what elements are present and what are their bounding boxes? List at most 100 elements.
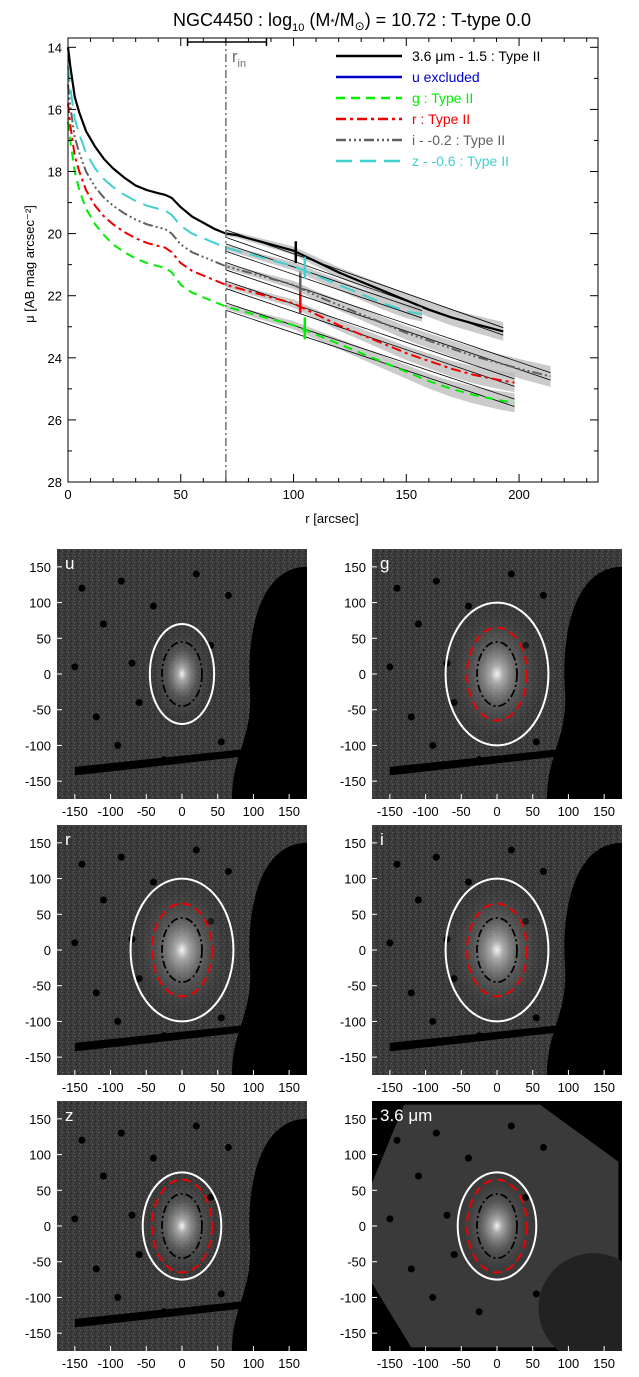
masked-galaxy <box>547 842 622 1075</box>
panel-y-tick-label: 150 <box>344 1112 366 1127</box>
panel-x-tick-label: 100 <box>243 804 265 819</box>
image-panel: 3.6 μm -150 -100 -50 0 50 100 150 150 100 50 0 -50 -1… <box>340 1101 622 1371</box>
galaxy-light <box>443 875 551 1025</box>
masked-star <box>224 1143 232 1151</box>
panel-x-tick-label: 100 <box>558 1356 580 1371</box>
masked-star <box>464 602 472 610</box>
masked-galaxy <box>547 566 622 799</box>
break-ellipse <box>466 902 528 998</box>
masked-galaxy <box>232 1118 307 1351</box>
masked-star <box>128 1211 136 1219</box>
masked-star <box>117 1129 125 1137</box>
outer-ellipse <box>456 1171 538 1281</box>
masked-stripe <box>389 749 562 776</box>
masked-star <box>532 738 540 746</box>
panel-y-tick-label: -100 <box>25 1290 51 1305</box>
masked-star <box>450 1251 458 1259</box>
masked-star <box>386 663 394 671</box>
x-tick-label: 150 <box>395 487 417 502</box>
panel-x-tick-label: -100 <box>98 804 124 819</box>
masked-star <box>92 989 100 997</box>
panel-x-tick-label: 50 <box>525 1080 539 1095</box>
panel-x-tick-label: 50 <box>210 1080 224 1095</box>
panel-y-tick-label: 100 <box>29 1148 51 1163</box>
masked-star <box>475 1308 483 1316</box>
masked-stripe <box>74 749 247 776</box>
panel-x-tick-label: 0 <box>178 804 185 819</box>
outer-ellipse <box>141 1171 223 1281</box>
panel-label: i <box>380 830 384 849</box>
legend: 3.6 μm - 1.5 : Type II u excluded g : Type… <box>336 48 540 169</box>
panel-y-tick-label: 150 <box>344 836 366 851</box>
series-group <box>67 84 551 387</box>
masked-galaxy <box>232 842 307 1075</box>
masked-star <box>78 1136 86 1144</box>
masked-star <box>464 1154 472 1162</box>
masked-star <box>429 1017 437 1025</box>
panel-y-tick-label: 50 <box>37 907 51 922</box>
y-tick-label: 16 <box>48 102 62 117</box>
panel-y-tick-label: 50 <box>37 1183 51 1198</box>
panel-x-tick-label: 50 <box>525 804 539 819</box>
series-line <box>67 121 515 404</box>
panel-x-tick-label: -100 <box>413 1080 439 1095</box>
fit-line <box>225 309 515 407</box>
masked-star <box>160 1032 168 1040</box>
galaxy-light <box>443 599 551 749</box>
galaxy-light <box>148 621 216 727</box>
inner-ellipse <box>476 1192 518 1260</box>
galaxy-light <box>128 875 236 1025</box>
masked-star <box>414 620 422 628</box>
x-tick-label: 0 <box>64 487 71 502</box>
masked-star <box>78 860 86 868</box>
panel-y-tick-label: 100 <box>344 596 366 611</box>
series-line <box>66 47 504 333</box>
galaxy-light <box>455 1169 539 1283</box>
y-axis-label: μ [AB mag arcsec⁻²] <box>22 205 37 323</box>
masked-star <box>414 896 422 904</box>
y-tick-label: 28 <box>48 475 62 490</box>
panel-x-tick-label: 0 <box>178 1080 185 1095</box>
masked-star <box>114 1017 122 1025</box>
panel-x-tick-label: 100 <box>243 1356 265 1371</box>
series-group <box>67 65 423 322</box>
image-panel: z -150 -100 -50 0 50 100 150 150 100 50 0 -50 -100 -15… <box>25 1101 307 1371</box>
masked-star <box>539 867 547 875</box>
panel-x-tick-label: 100 <box>558 804 580 819</box>
masked-star <box>464 878 472 886</box>
panel-x-tick-label: -150 <box>62 1356 88 1371</box>
outer-ellipse <box>129 877 235 1023</box>
masked-star <box>432 577 440 585</box>
masked-star <box>429 741 437 749</box>
panel-x-tick-label: -100 <box>98 1080 124 1095</box>
panel-x-tick-label: -150 <box>377 1356 403 1371</box>
masked-star <box>393 584 401 592</box>
masked-star <box>92 713 100 721</box>
inner-ellipse <box>476 916 518 984</box>
panel-y-tick-label: -100 <box>340 1290 366 1305</box>
masked-star <box>114 1293 122 1301</box>
masked-star <box>532 1014 540 1022</box>
legend-label: u excluded <box>412 69 480 85</box>
panel-x-tick-label: 150 <box>278 1356 300 1371</box>
panel-y-tick-label: 0 <box>359 943 366 958</box>
panel-y-tick-label: -50 <box>32 979 51 994</box>
panel-x-tick-label: -50 <box>137 1356 156 1371</box>
break-ellipse <box>466 1178 528 1274</box>
panel-x-tick-label: 150 <box>278 1080 300 1095</box>
legend-label: r : Type II <box>412 111 470 127</box>
panel-label: 3.6 μm <box>380 1106 432 1125</box>
panel-label: r <box>65 830 71 849</box>
masked-star <box>149 1154 157 1162</box>
panel-x-tick-label: -100 <box>413 1356 439 1371</box>
masked-star <box>160 1308 168 1316</box>
panel-x-tick-label: 0 <box>493 1080 500 1095</box>
panel-x-tick-label: 0 <box>178 1356 185 1371</box>
masked-stripe <box>74 1025 247 1052</box>
masked-star <box>71 939 79 947</box>
plot-frame <box>67 37 599 483</box>
series-group <box>66 47 504 341</box>
panel-y-tick-label: -100 <box>25 1014 51 1029</box>
break-ellipse <box>151 902 213 998</box>
panel-y-tick-label: -150 <box>340 1050 366 1065</box>
